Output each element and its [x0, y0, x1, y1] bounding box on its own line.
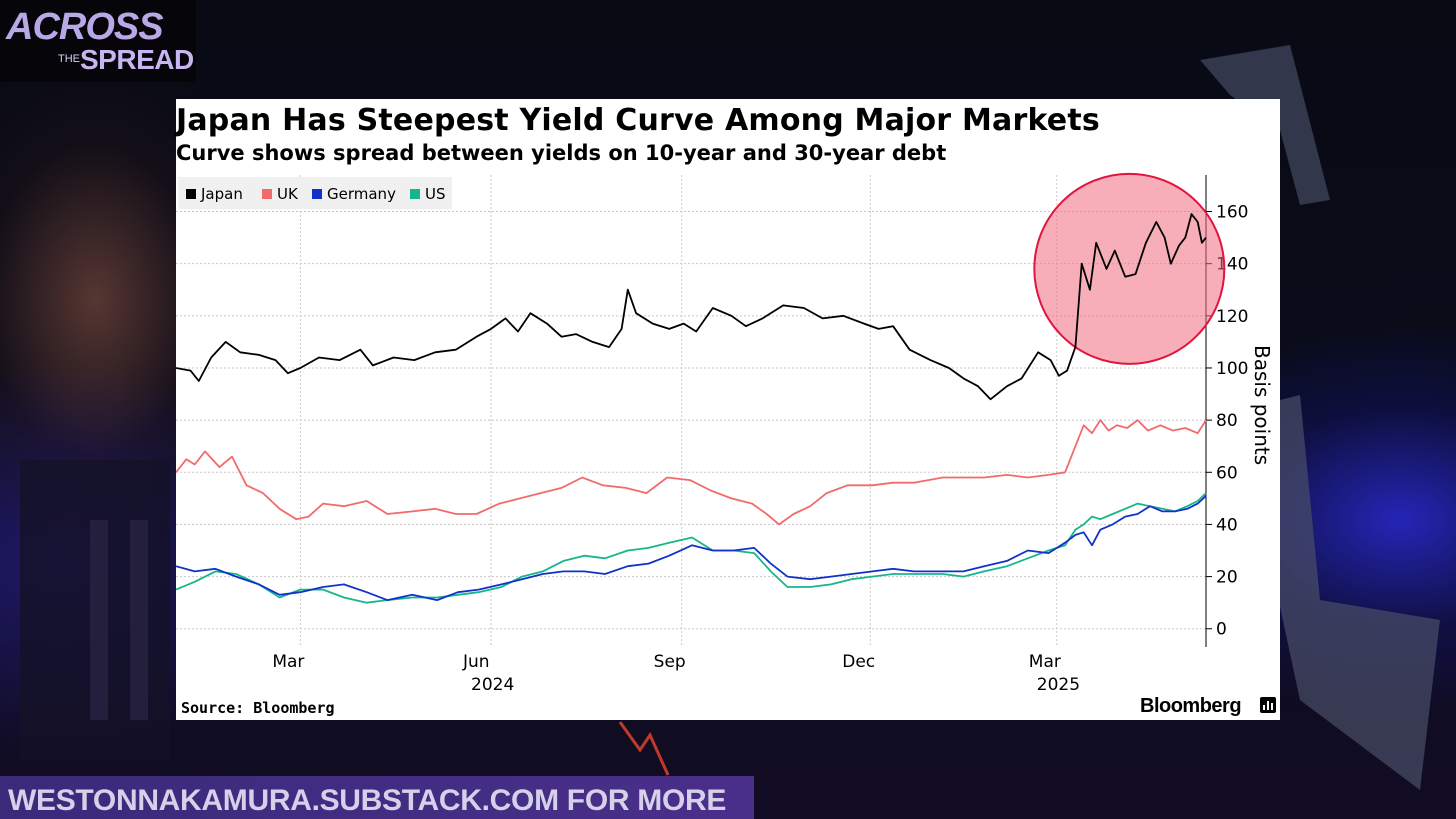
chart-title: Japan Has Steepest Yield Curve Among Maj…: [176, 103, 1100, 138]
brand-logo: ACROSS THE SPREAD: [0, 0, 196, 82]
y-tick-label: 120: [1216, 307, 1248, 327]
series-line-uk: [176, 419, 1207, 526]
y-axis-label: Basis points: [1250, 345, 1274, 465]
logo-text-across: ACROSS: [6, 6, 164, 48]
highlight-circle: [1033, 172, 1226, 365]
legend-label-uk: UK: [277, 185, 298, 203]
legend-label-us: US: [425, 185, 446, 203]
x-year-label: 2024: [471, 675, 514, 695]
legend-swatch-uk: [262, 189, 272, 199]
chart-source: Source: Bloomberg: [181, 699, 335, 717]
y-tick-label: 80: [1216, 411, 1238, 431]
y-tick-label: 160: [1216, 203, 1248, 223]
bloomberg-chart-icon: [1260, 697, 1276, 713]
footer-link-text[interactable]: WESTONNAKAMURA.SUBSTACK.COM FOR MORE: [8, 784, 727, 817]
legend-label-japan: Japan: [201, 185, 243, 203]
legend-item-germany: Germany: [312, 185, 396, 203]
y-tick-label: 40: [1216, 515, 1238, 535]
legend-item-us: US: [410, 185, 446, 203]
y-tick-label: 100: [1216, 359, 1248, 379]
legend-label-germany: Germany: [327, 185, 396, 203]
x-tick-label: Mar: [272, 652, 304, 672]
x-tick-label: Dec: [842, 652, 875, 672]
legend-swatch-japan: [186, 189, 196, 199]
bloomberg-wordmark: Bloomberg: [1140, 695, 1242, 717]
legend-item-uk: UK: [262, 185, 298, 203]
legend-swatch-us: [410, 189, 420, 199]
legend-item-japan: Japan: [186, 185, 243, 203]
logo-text-spread: SPREAD: [80, 44, 194, 75]
x-tick-label: Sep: [654, 652, 686, 672]
chart-legend: Japan UK Germany US: [178, 177, 452, 209]
footer-banner: WESTONNAKAMURA.SUBSTACK.COM FOR MORE: [0, 776, 754, 819]
x-tick-label: Mar: [1029, 652, 1061, 672]
legend-swatch-germany: [312, 189, 322, 199]
chart-subtitle: Curve shows spread between yields on 10-…: [176, 141, 947, 165]
x-year-label: 2025: [1037, 675, 1080, 695]
y-tick-label: 60: [1216, 463, 1238, 483]
x-tick-label: Jun: [462, 652, 490, 672]
y-tick-label: 20: [1216, 568, 1238, 588]
y-tick-label: 0: [1216, 620, 1227, 640]
series-line-germany: [176, 495, 1207, 601]
chart-card: Japan Has Steepest Yield Curve Among Maj…: [176, 99, 1280, 720]
logo-text-the: THE: [58, 53, 80, 65]
series-line-us: [176, 492, 1207, 604]
series-line-japan: [176, 213, 1207, 401]
